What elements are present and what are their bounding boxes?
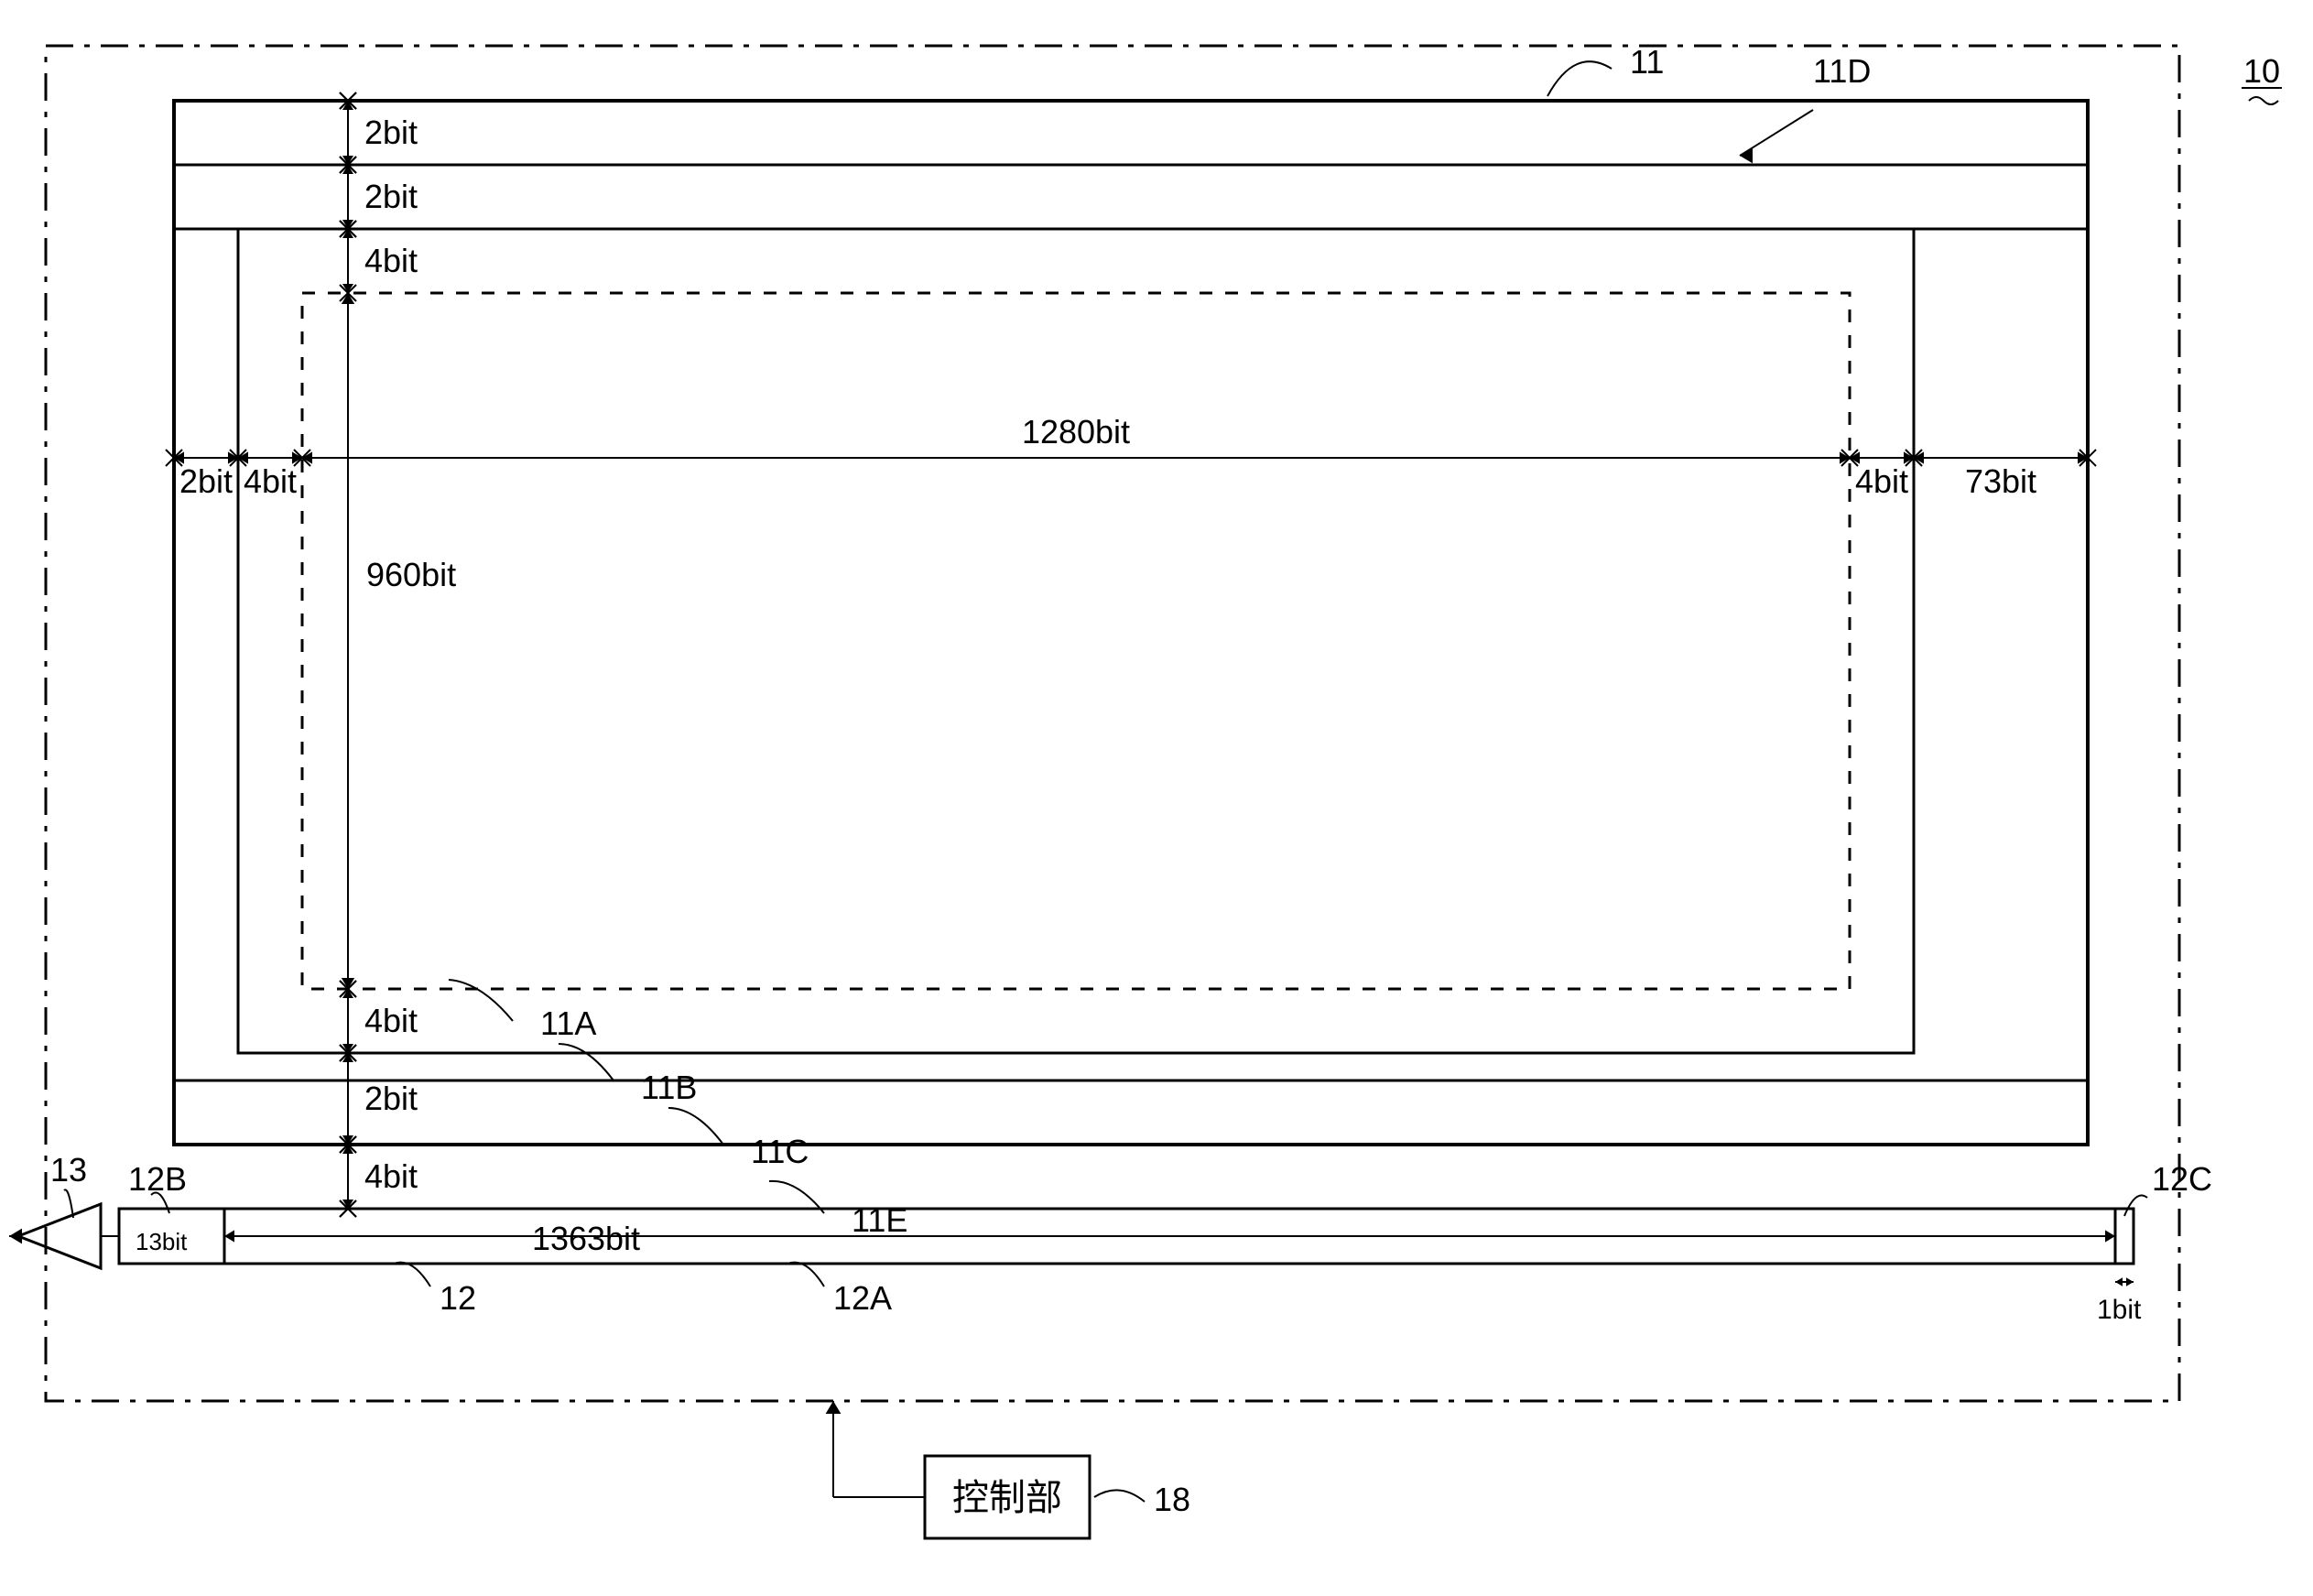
ref-11B: 11B (641, 1069, 697, 1106)
vdim-4bit-5: 4bit (364, 1157, 418, 1195)
ref-18: 18 (1154, 1481, 1190, 1518)
vdim-4bit-2: 4bit (364, 242, 418, 279)
region-11B-box (238, 229, 1914, 1053)
hdim-1363bit: 1363bit (532, 1220, 640, 1257)
ref-11C: 11C (751, 1133, 809, 1170)
vdim-2bit-4: 2bit (364, 1080, 418, 1117)
ref-13: 13 (50, 1151, 87, 1189)
hdim-2bit: 2bit (179, 462, 233, 500)
amplifier-icon (18, 1204, 101, 1268)
ref-11: 11 (1630, 43, 1664, 81)
ref-11D: 11D (1813, 52, 1871, 90)
ref-10: 10 (2243, 52, 2280, 90)
hdim-1bit: 1bit (2097, 1295, 2142, 1325)
ref-12: 12 (440, 1279, 476, 1317)
hdim-4bit: 4bit (244, 462, 297, 500)
ref-12A: 12A (833, 1279, 892, 1317)
hdim-13bit: 13bit (136, 1228, 188, 1255)
vdim-960bit: 960bit (366, 556, 456, 593)
control-box-label: 控制部 (952, 1478, 1062, 1518)
hdim-73bit: 73bit (1965, 462, 2036, 500)
region-11A-box (302, 293, 1850, 989)
hdim-1280bit: 1280bit (1022, 413, 1130, 451)
ref-12C: 12C (2152, 1160, 2212, 1198)
vdim-4bit-3: 4bit (364, 1002, 418, 1039)
vdim-2bit-1: 2bit (364, 178, 418, 215)
vdim-2bit-0: 2bit (364, 114, 418, 151)
ref-11E: 11E (852, 1201, 907, 1239)
hdim-4bit: 4bit (1855, 462, 1908, 500)
ref-11A: 11A (540, 1004, 596, 1042)
